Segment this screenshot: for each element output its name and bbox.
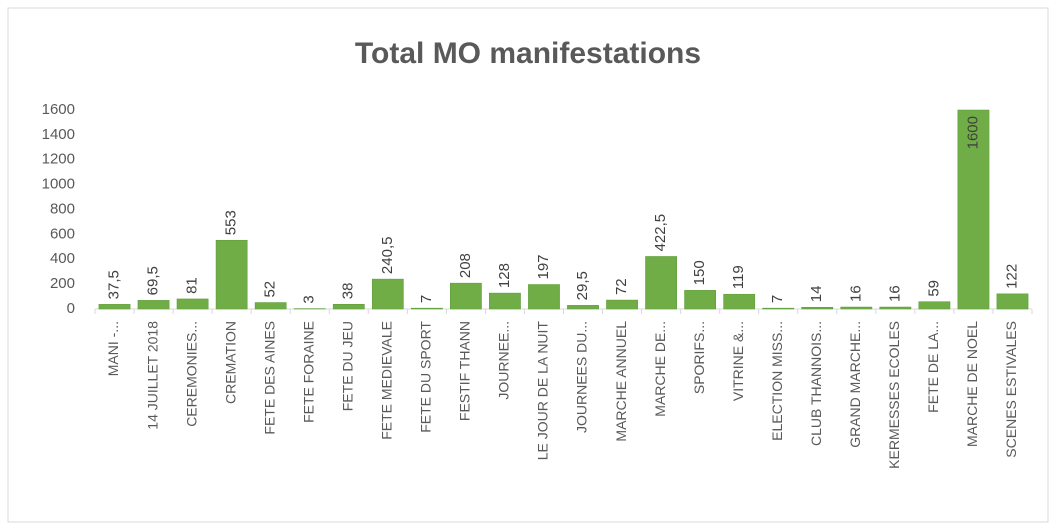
- value-label: 1600: [964, 116, 981, 149]
- value-label: 553: [223, 210, 240, 235]
- y-tick-label: 1200: [42, 151, 75, 168]
- bar: [567, 305, 599, 310]
- value-label: 81: [184, 277, 201, 294]
- x-tick-label: FESTIF THANN: [457, 321, 473, 421]
- x-tick-label: MARCHE ANNUEL: [613, 321, 629, 442]
- x-tick-label: FETE DU JEU: [339, 321, 355, 411]
- value-label: 3: [301, 295, 318, 303]
- bar: [450, 282, 482, 310]
- bar: [801, 307, 834, 310]
- value-label: 240,5: [379, 237, 396, 275]
- x-tick-label: CREMATION: [222, 321, 238, 404]
- value-label: 72: [613, 278, 630, 295]
- x-tick-label: LE JOUR DE LA NUIT: [535, 321, 551, 461]
- bar: [918, 301, 951, 310]
- x-tick-label: ELECTION MISS...: [769, 321, 785, 441]
- y-tick-label: 1600: [42, 101, 75, 118]
- chart-border: [7, 7, 1049, 523]
- bar: [254, 302, 287, 310]
- value-label: 29,5: [574, 271, 591, 300]
- x-tick-label: MANI -...: [105, 321, 121, 376]
- x-tick-label: GRAND MARCHE...: [847, 321, 863, 448]
- value-label: 422,5: [652, 214, 669, 252]
- chart-title: Total MO manifestations: [355, 37, 701, 70]
- bar: [957, 109, 990, 310]
- bar: [723, 293, 756, 310]
- y-tick-label: 1400: [42, 126, 75, 143]
- bar: [410, 307, 443, 310]
- x-tick-label: FETE FORAINE: [300, 321, 316, 423]
- bar: [606, 299, 638, 310]
- bar: [215, 239, 248, 310]
- x-tick-label: 14 JUILLET 2018: [144, 321, 160, 430]
- x-tick-label: FETE DE LA...: [925, 321, 941, 413]
- bar: [371, 278, 404, 310]
- bar: [684, 290, 717, 310]
- value-label: 197: [535, 254, 552, 279]
- value-label: 52: [262, 281, 279, 298]
- bar: [996, 293, 1029, 310]
- x-tick-label: SPORIFS...: [691, 321, 707, 394]
- x-tick-label: FETE DU SPORT: [418, 321, 434, 433]
- x-tick-label: JOURNEE...: [496, 321, 512, 400]
- value-label: 37,5: [105, 270, 122, 299]
- x-tick-label: VITRINE &...: [730, 321, 746, 401]
- value-label: 122: [1003, 264, 1020, 289]
- x-tick-label: MARCHE DE NOEL: [964, 321, 980, 447]
- x-tick-label: MARCHE DE...: [652, 321, 668, 417]
- bar: [489, 292, 521, 310]
- x-tick-label: CEREMONIES...: [183, 321, 199, 427]
- bar: [879, 306, 912, 310]
- value-label: 119: [730, 265, 747, 289]
- value-label: 38: [340, 283, 357, 300]
- value-label: 16: [886, 285, 903, 302]
- y-tick-label: 800: [50, 200, 75, 217]
- bar: [176, 298, 209, 310]
- value-label: 16: [847, 285, 864, 302]
- value-label: 59: [925, 280, 942, 297]
- y-tick-label: 200: [50, 275, 75, 292]
- value-label: 208: [457, 253, 474, 278]
- bar: [528, 284, 560, 310]
- x-tick-label: FETE DES AINES: [261, 321, 277, 435]
- y-tick-label: 600: [50, 225, 75, 242]
- x-tick-label: JOURNEES DU...: [574, 321, 590, 433]
- bar: [98, 304, 131, 310]
- bar: [137, 300, 170, 310]
- x-tick-label: SCENES ESTIVALES: [1003, 321, 1019, 458]
- value-label: 14: [808, 286, 825, 303]
- bar: [332, 304, 365, 310]
- y-tick-label: 0: [67, 300, 75, 317]
- bar: [762, 307, 795, 310]
- value-label: 7: [418, 295, 435, 303]
- y-tick-label: 400: [50, 250, 75, 267]
- bar: [840, 306, 873, 310]
- value-label: 128: [496, 263, 513, 288]
- x-tick-label: KERMESSES ECOLES: [886, 321, 902, 469]
- y-tick-label: 1000: [42, 176, 75, 193]
- x-tick-label: FETE MEDIEVALE: [379, 321, 395, 440]
- value-label: 150: [691, 260, 708, 285]
- x-tick-label: CLUB THANNOIS...: [808, 321, 824, 446]
- value-label: 69,5: [145, 266, 162, 295]
- value-label: 7: [769, 295, 786, 303]
- bar: [645, 256, 677, 310]
